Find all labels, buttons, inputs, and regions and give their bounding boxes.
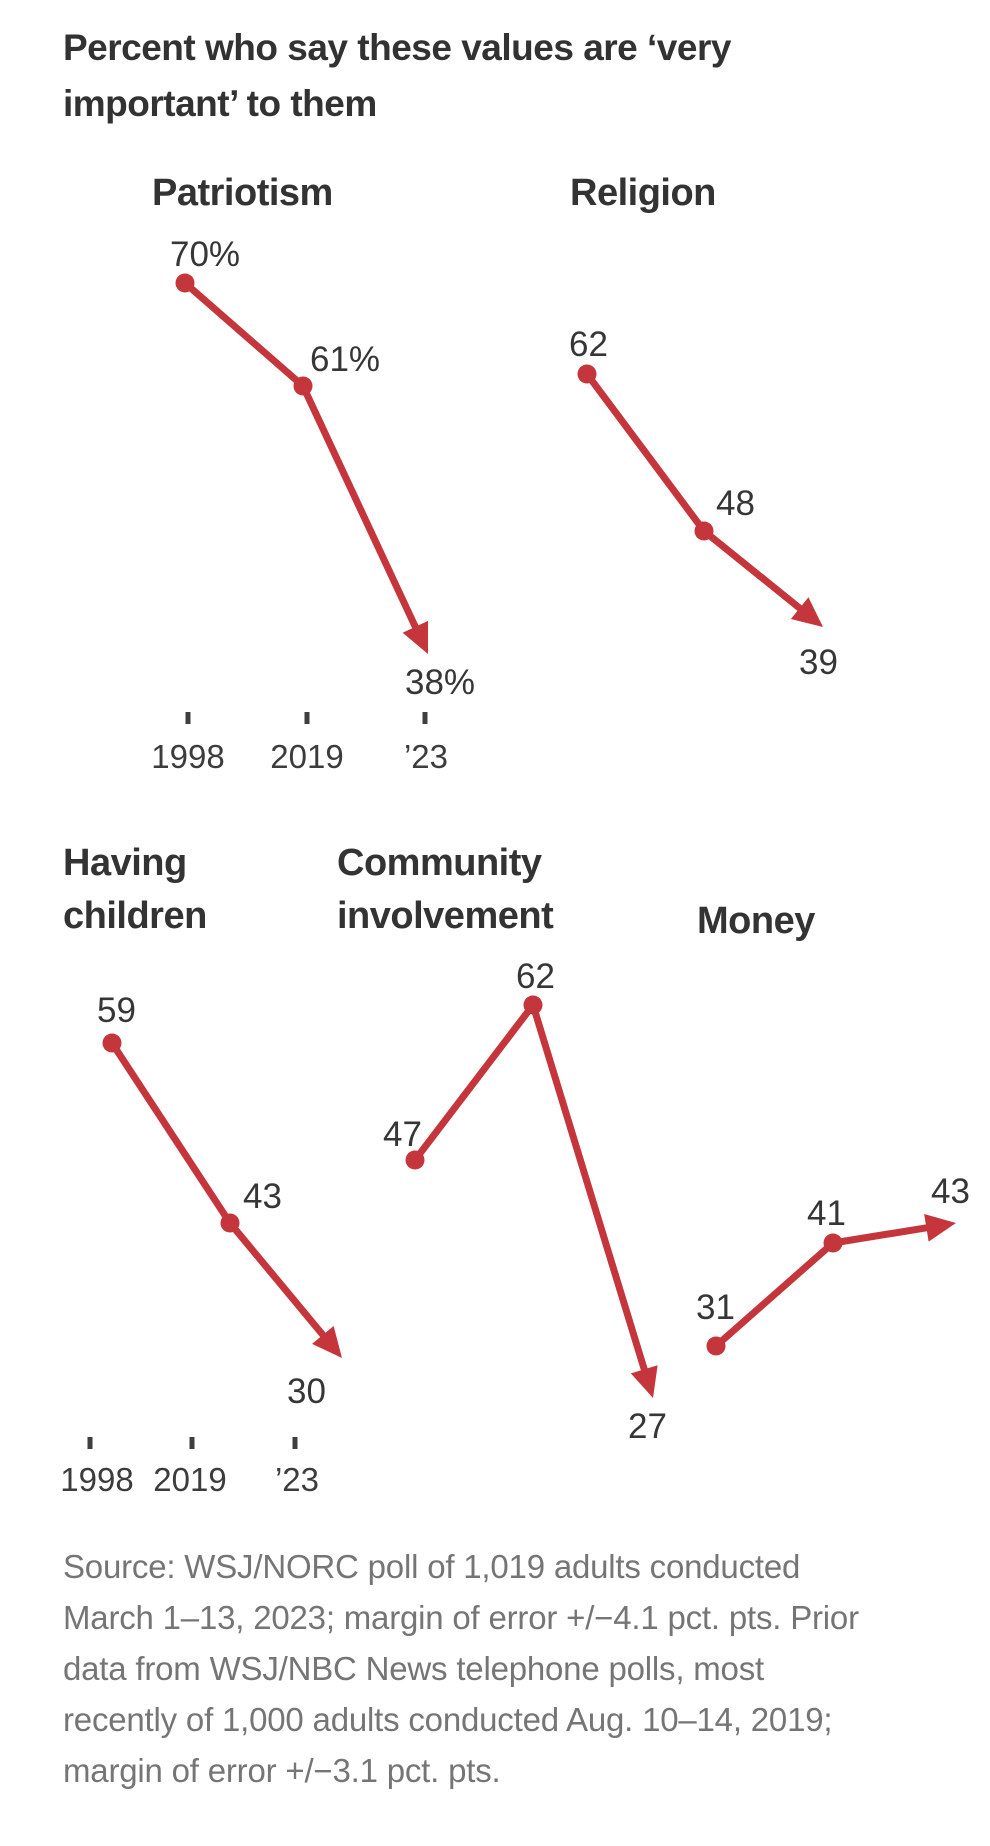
chart-title-religion: Religion: [570, 172, 716, 214]
trend-arrowhead: [402, 620, 429, 654]
data-point-dot: [220, 1213, 240, 1233]
axis-tick-label: ’23: [404, 738, 448, 775]
data-point-label: 43: [243, 1177, 282, 1216]
data-point-label: 38%: [405, 663, 475, 702]
data-point-label: 61%: [310, 340, 380, 379]
data-point-label: 62: [569, 325, 608, 364]
trend-line-segment: [713, 1240, 836, 1349]
data-point-label: 70%: [170, 235, 240, 274]
axis-tick: [185, 712, 191, 724]
axis-tick: [304, 712, 310, 724]
chart-having-children: Having children 59 43 30 1998 2019 ’23: [60, 842, 342, 1498]
data-point-dot: [523, 995, 543, 1015]
axis-tick-label: 2019: [153, 1461, 226, 1498]
figure-title-line-2: important’ to them: [63, 83, 377, 124]
axis-tick-label: 2019: [270, 738, 343, 775]
trend-line-segment: [529, 1003, 650, 1378]
data-point-label: 27: [628, 1407, 667, 1446]
source-note-line-4: recently of 1,000 adults conducted Aug. …: [63, 1701, 833, 1738]
data-point-dot: [823, 1233, 843, 1253]
data-point-label: 43: [931, 1172, 970, 1211]
axis-tick-label: 1998: [151, 738, 224, 775]
data-point-label: 41: [807, 1194, 846, 1233]
data-point-dot: [405, 1150, 425, 1170]
data-point-dot: [102, 1033, 122, 1053]
chart-title-community-involvement: Community: [337, 842, 542, 884]
trend-line-segment: [584, 371, 707, 534]
chart-patriotism: Patriotism 70% 61% 38% 1998 2019 ’23: [151, 172, 475, 775]
chart-religion: Religion 62 48 39: [569, 172, 838, 682]
data-point-label: 59: [97, 991, 136, 1030]
trend-arrowhead: [630, 1365, 658, 1398]
data-point-label: 47: [383, 1115, 422, 1154]
data-point-dot: [175, 273, 195, 293]
trend-line-segment: [299, 384, 422, 636]
data-point-dot: [293, 376, 313, 396]
source-note-line-5: margin of error +/−3.1 pct. pts.: [63, 1752, 501, 1789]
source-note: Source: WSJ/NORC poll of 1,019 adults co…: [63, 1541, 859, 1796]
data-point-label: 62: [516, 957, 555, 996]
chart-money: Money 31 41 43: [696, 900, 970, 1356]
trend-line-segment: [701, 528, 809, 616]
axis-tick: [292, 1437, 298, 1449]
chart-title-patriotism: Patriotism: [152, 172, 333, 214]
axis-tick-label: ’23: [275, 1461, 319, 1498]
trend-line-segment: [109, 1041, 233, 1225]
source-note-line-3: data from WSJ/NBC News telephone polls, …: [63, 1650, 764, 1687]
trend-line-segment: [832, 1223, 935, 1247]
chart-title-having-children: Having: [63, 842, 187, 884]
data-point-dot: [577, 364, 597, 384]
axis-tick-label: 1998: [60, 1461, 133, 1498]
axis-tick: [422, 712, 428, 724]
data-point-dot: [694, 521, 714, 541]
data-point-label: 39: [799, 643, 838, 682]
axis-tick: [189, 1437, 195, 1449]
data-point-dot: [706, 1336, 726, 1356]
source-note-line-1: Source: WSJ/NORC poll of 1,019 adults co…: [63, 1548, 801, 1585]
chart-community-involvement: Community involvement 47 62 27: [337, 842, 667, 1446]
trend-line-segment: [412, 1002, 536, 1163]
figure-title-line-1: Percent who say these values are ‘very: [63, 27, 731, 68]
trend-line-segment: [182, 280, 306, 389]
data-point-label: 30: [287, 1372, 326, 1411]
trend-line-segment: [227, 1220, 331, 1344]
data-point-label: 31: [696, 1288, 735, 1327]
axis-tick: [87, 1437, 93, 1449]
trend-arrowhead: [312, 1325, 342, 1358]
trend-arrowhead: [790, 597, 823, 627]
source-note-line-2: March 1–13, 2023; margin of error +/−4.1…: [63, 1599, 859, 1636]
chart-title-money: Money: [697, 900, 815, 942]
data-point-label: 48: [716, 484, 755, 523]
chart-title-community-involvement: involvement: [337, 895, 554, 937]
figure-title: Percent who say these values are ‘very i…: [63, 20, 731, 132]
trend-arrowhead: [924, 1213, 956, 1242]
chart-title-having-children: children: [63, 895, 207, 937]
